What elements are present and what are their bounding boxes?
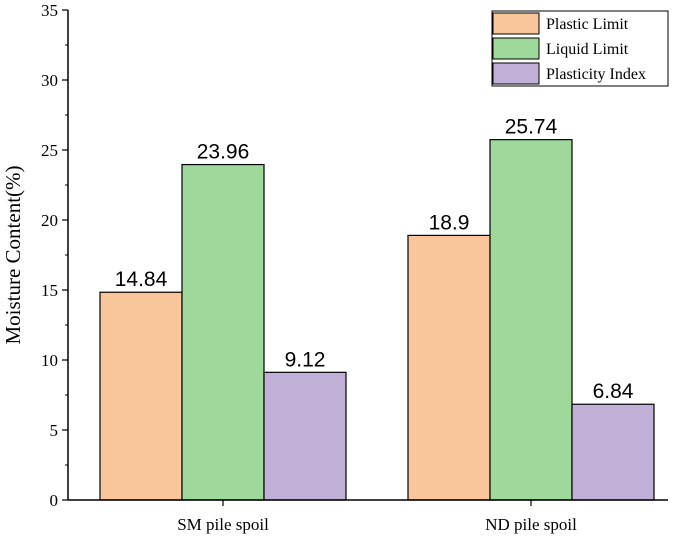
y-tick-label-5: 25 [41, 141, 58, 160]
data-label-1-0: 18.9 [429, 211, 470, 234]
data-label-0-2: 9.12 [285, 348, 326, 371]
bar-1-0 [407, 234, 491, 501]
y-tick-label-0: 0 [50, 491, 59, 510]
data-labels-layer: 14.84 23.96 9.12 18.9 25.74 6.84 [115, 116, 634, 404]
data-label-1-1: 25.74 [505, 116, 558, 139]
data-label-0-0: 14.84 [115, 268, 168, 291]
legend: Plastic Limit Liquid Limit Plasticity Inde… [491, 10, 669, 87]
y-tick-label-7: 35 [41, 1, 58, 20]
bar-1-2 [571, 403, 655, 501]
x-tick-label-1: ND pile spoil [485, 515, 577, 534]
legend-swatch-0 [492, 12, 540, 35]
legend-swatch-2 [492, 62, 540, 85]
y-tick-label-6: 30 [41, 71, 58, 90]
y-tick-label-1: 5 [50, 421, 59, 440]
y-tick-label-4: 20 [41, 211, 58, 230]
bar-0-2 [263, 371, 347, 501]
x-axis: SM pile spoil ND pile spoil [68, 499, 668, 534]
y-axis: 0 5 10 15 20 25 30 35 [41, 1, 69, 510]
legend-swatch-1 [492, 37, 540, 60]
data-label-0-1: 23.96 [197, 141, 250, 164]
bar-1-1 [489, 139, 573, 501]
data-label-1-2: 6.84 [593, 380, 634, 403]
x-tick-label-0: SM pile spoil [177, 515, 269, 534]
y-axis-title: Moisture Content(%) [1, 165, 25, 344]
bar-0-1 [181, 163, 265, 501]
legend-label-0: Plastic Limit [546, 16, 629, 33]
legend-label-1: Liquid Limit [546, 41, 629, 58]
legend-label-2: Plasticity Index [546, 66, 646, 83]
bar-0-0 [99, 291, 183, 501]
bars-layer [99, 139, 655, 501]
y-tick-label-2: 10 [41, 351, 58, 370]
y-tick-label-3: 15 [41, 281, 58, 300]
